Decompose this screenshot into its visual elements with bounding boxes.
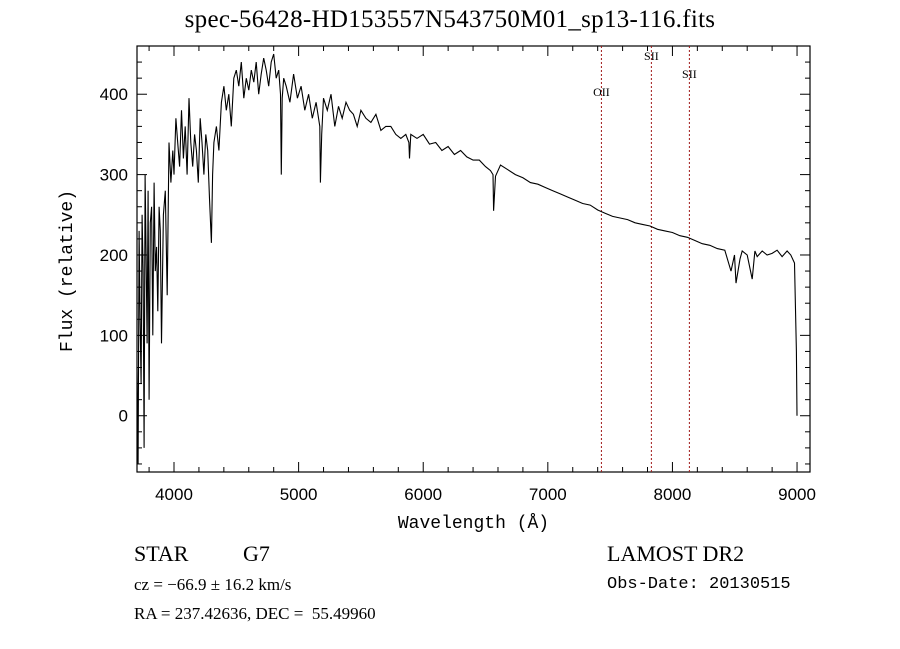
x-tick-label: 5000 (280, 485, 318, 504)
y-tick-label: 100 (100, 326, 128, 345)
x-tick-label: 7000 (529, 485, 567, 504)
subclass-label: G7 (243, 541, 270, 566)
y-tick-label: 200 (100, 246, 128, 265)
class-label: STAR (134, 541, 189, 566)
y-tick-label: 400 (100, 85, 128, 104)
x-tick-label: 6000 (404, 485, 442, 504)
emission-line-label: OII (593, 85, 610, 99)
emission-line-label: SII (644, 49, 659, 63)
emission-line-label: SII (682, 67, 697, 81)
redshift-label: cz = −66.9 ± 16.2 km/s (134, 575, 292, 594)
x-axis-label: Wavelength (Å) (398, 513, 549, 534)
x-tick-label: 9000 (778, 485, 816, 504)
obs-date-label: Obs-Date: 20130515 (607, 575, 791, 594)
x-tick-label: 8000 (654, 485, 692, 504)
x-tick-label: 4000 (155, 485, 193, 504)
y-tick-label: 0 (119, 407, 128, 426)
chart-title: spec-56428-HD153557N543750M01_sp13-116.f… (184, 6, 716, 33)
survey-label: LAMOST DR2 (607, 541, 745, 566)
plot-frame (136, 45, 811, 473)
y-tick-label: 300 (100, 166, 128, 185)
y-axis-label: Flux (relative) (58, 190, 78, 352)
coords-label: RA = 237.42636, DEC = 55.49960 (134, 604, 376, 623)
spectrum-line (136, 53, 798, 465)
